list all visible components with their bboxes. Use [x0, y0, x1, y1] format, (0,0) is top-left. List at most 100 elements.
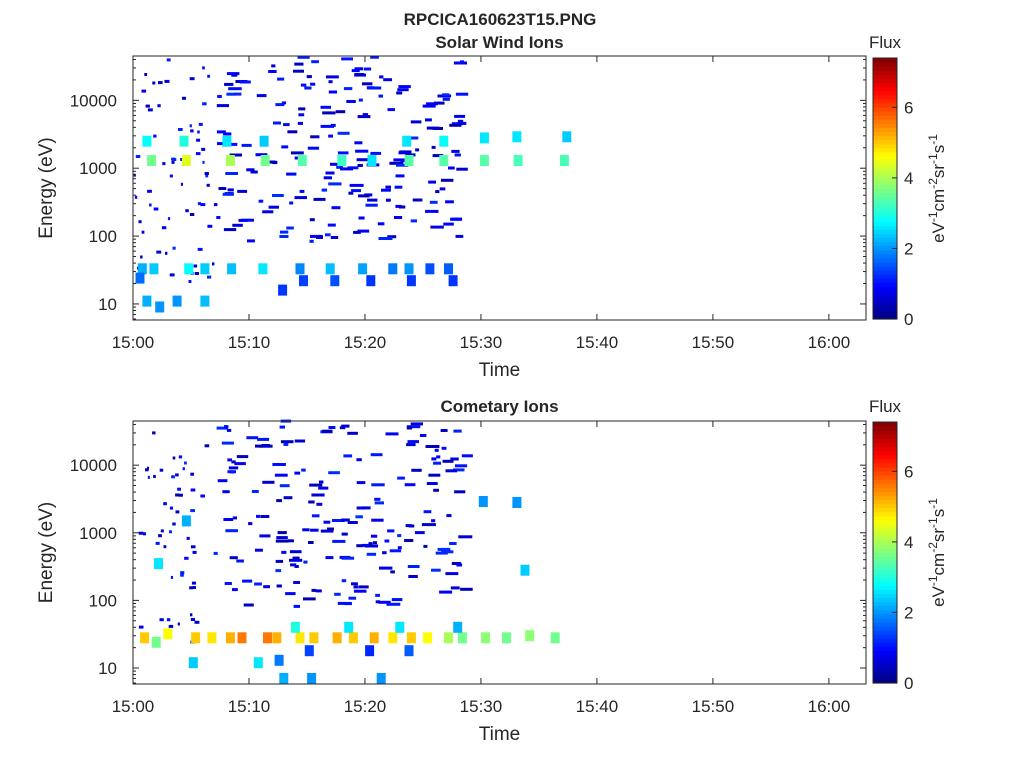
- flux-pixel: [178, 128, 183, 131]
- flux-pixel: [411, 468, 422, 472]
- flux-pixel: [433, 488, 439, 492]
- flux-pixel: [341, 532, 348, 536]
- colorbar-segment: [873, 589, 897, 594]
- unit-exponent: -1: [926, 575, 940, 586]
- x-tick-label: 15:10: [228, 697, 271, 716]
- flux-pixel: [227, 458, 232, 462]
- flux-pixel: [155, 541, 160, 545]
- flux-pixel: [343, 87, 353, 91]
- flux-pixel: [331, 206, 341, 210]
- x-tick-label: 15:50: [692, 333, 735, 352]
- flux-pixel: [394, 185, 403, 189]
- colorbar-segment: [873, 90, 897, 96]
- colorbar-segment: [873, 143, 897, 149]
- flux-pixel: [277, 531, 287, 535]
- colorbar-segment: [873, 127, 897, 133]
- flux-pixel: [433, 461, 441, 465]
- flux-pixel: [172, 456, 176, 460]
- flux-pixel: [384, 539, 390, 543]
- flux-pixel: [286, 226, 294, 230]
- flux-pixel: [247, 239, 255, 243]
- flux-pixel: [404, 483, 416, 487]
- flux-pixel: [223, 228, 237, 232]
- flux-block: [290, 621, 300, 633]
- unit-base: cm: [929, 189, 948, 212]
- flux-block: [163, 628, 173, 640]
- colorbar-tick-label: 2: [904, 603, 913, 622]
- flux-pixel: [341, 424, 350, 428]
- flux-pixel: [315, 589, 322, 593]
- flux-pixel: [439, 187, 446, 191]
- flux-pixel: [193, 264, 198, 268]
- flux-pixel: [354, 141, 363, 145]
- colorbar-segment: [873, 176, 897, 181]
- flux-pixel: [242, 579, 253, 583]
- colorbar-segment: [873, 617, 897, 623]
- flux-pixel: [449, 542, 457, 545]
- colorbar-segment: [873, 188, 897, 194]
- colorbar-tick-label: 4: [904, 169, 913, 188]
- flux-pixel: [310, 82, 316, 86]
- colorbar-segment: [873, 556, 897, 562]
- flux-pixel: [457, 121, 467, 125]
- flux-pixel: [394, 216, 403, 219]
- flux-pixel: [347, 431, 358, 435]
- flux-block: [406, 632, 416, 644]
- flux-pixel: [431, 145, 436, 149]
- flux-pixel: [356, 544, 364, 548]
- flux-pixel: [222, 490, 230, 494]
- flux-pixel: [224, 582, 232, 585]
- x-tick-label: 15:40: [576, 697, 619, 716]
- flux-pixel: [138, 531, 144, 535]
- flux-block: [404, 155, 414, 166]
- unit-exponent: -1: [926, 517, 940, 528]
- flux-block: [142, 135, 152, 147]
- flux-pixel: [190, 472, 194, 476]
- flux-pixel: [163, 545, 167, 549]
- colorbar-tick-label: 0: [904, 674, 913, 693]
- colorbar-segment: [873, 670, 897, 676]
- flux-pixel: [236, 559, 244, 563]
- colorbar-segment: [873, 135, 897, 141]
- colorbar-segment: [873, 261, 897, 267]
- flux-pixel: [177, 487, 181, 491]
- flux-pixel: [343, 454, 353, 458]
- flux-pixel: [134, 195, 138, 199]
- flux-pixel: [425, 118, 432, 122]
- flux-pixel: [426, 126, 440, 130]
- flux-block: [332, 632, 342, 644]
- flux-block: [304, 645, 314, 657]
- flux-pixel: [328, 471, 340, 475]
- flux-pixel: [276, 536, 288, 540]
- flux-pixel: [328, 182, 342, 186]
- flux-pixel: [164, 79, 170, 83]
- flux-block: [181, 515, 191, 527]
- colorbar-segment: [873, 515, 897, 521]
- flux-block: [457, 632, 467, 644]
- unit-exponent: -1: [926, 211, 940, 222]
- flux-pixel: [399, 205, 406, 209]
- flux-pixel: [294, 439, 306, 443]
- colorbar-segment: [873, 265, 897, 271]
- flux-block: [260, 155, 270, 166]
- flux-pixel: [190, 618, 195, 621]
- flux-pixel: [207, 275, 212, 279]
- flux-pixel: [378, 94, 383, 98]
- colorbar-segment: [873, 94, 897, 100]
- colorbar-segment: [873, 426, 897, 431]
- flux-pixel: [370, 151, 382, 155]
- flux-pixel: [152, 81, 156, 85]
- figure-title: RPCICA160623T15.PNG: [404, 10, 597, 29]
- colorbar-segment: [873, 458, 897, 464]
- colorbar-unit-label: eV-1cm-2sr-1s-1: [926, 498, 948, 607]
- flux-block: [425, 263, 435, 275]
- colorbar-segment: [873, 286, 897, 292]
- flux-pixel: [421, 523, 436, 527]
- colorbar-segment: [873, 532, 897, 537]
- flux-pixel: [347, 521, 358, 524]
- flux-block: [439, 155, 449, 166]
- flux-pixel: [356, 158, 368, 162]
- flux-pixel: [302, 528, 310, 532]
- flux-pixel: [178, 493, 183, 497]
